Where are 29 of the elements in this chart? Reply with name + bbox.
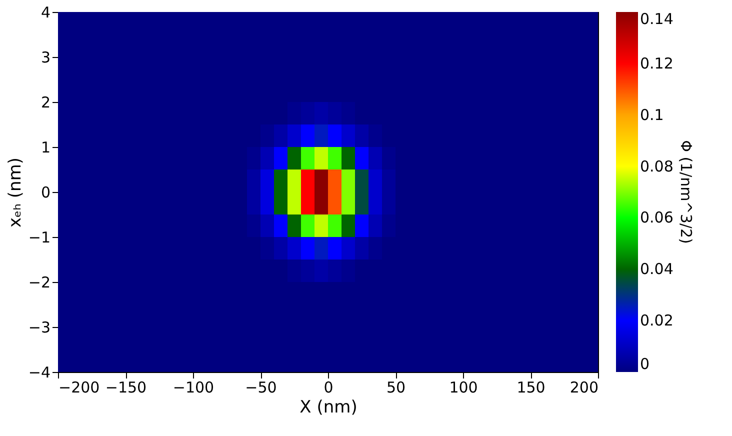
color-bar-label: 0.14 — [640, 10, 674, 28]
x-tick-label: 200 — [570, 378, 598, 396]
y-tick-label: −1 — [28, 228, 50, 246]
x-tick-label: −200 — [58, 378, 100, 396]
x-tick-label: −150 — [105, 378, 147, 396]
x-axis-title: X (nm) — [300, 398, 358, 418]
y-tick-label: 2 — [40, 94, 50, 112]
y-tick-label: −4 — [28, 364, 50, 382]
y-tick-label: −3 — [28, 318, 50, 336]
x-tick-label: 50 — [386, 378, 406, 396]
color-bar-label: 0 — [640, 355, 650, 373]
color-bar-label: 0.1 — [640, 106, 664, 124]
x-tick-label: −100 — [172, 378, 214, 396]
color-bar-label: 0.02 — [640, 312, 674, 330]
x-tick-label: −50 — [245, 378, 277, 396]
y-tick-label: 3 — [40, 48, 50, 66]
color-bar-title: Φ (1/nm^3/2) — [677, 140, 695, 244]
x-tick-label: 0 — [324, 378, 334, 396]
color-bar-label: 0.08 — [640, 157, 674, 176]
y-axis-title: xₑₕ (nm) — [5, 157, 26, 228]
y-tick-label: −2 — [28, 274, 50, 292]
y-tick-label: 0 — [40, 184, 50, 202]
x-tick-label: 150 — [516, 378, 546, 396]
color-bar-label: 0.06 — [640, 208, 674, 227]
color-bar-label: 0.04 — [640, 260, 674, 278]
color-bar-label: 0.12 — [640, 54, 674, 72]
y-tick-label: 1 — [40, 138, 50, 156]
x-tick-label: 100 — [449, 378, 478, 396]
y-tick-label: 4 — [40, 4, 50, 22]
